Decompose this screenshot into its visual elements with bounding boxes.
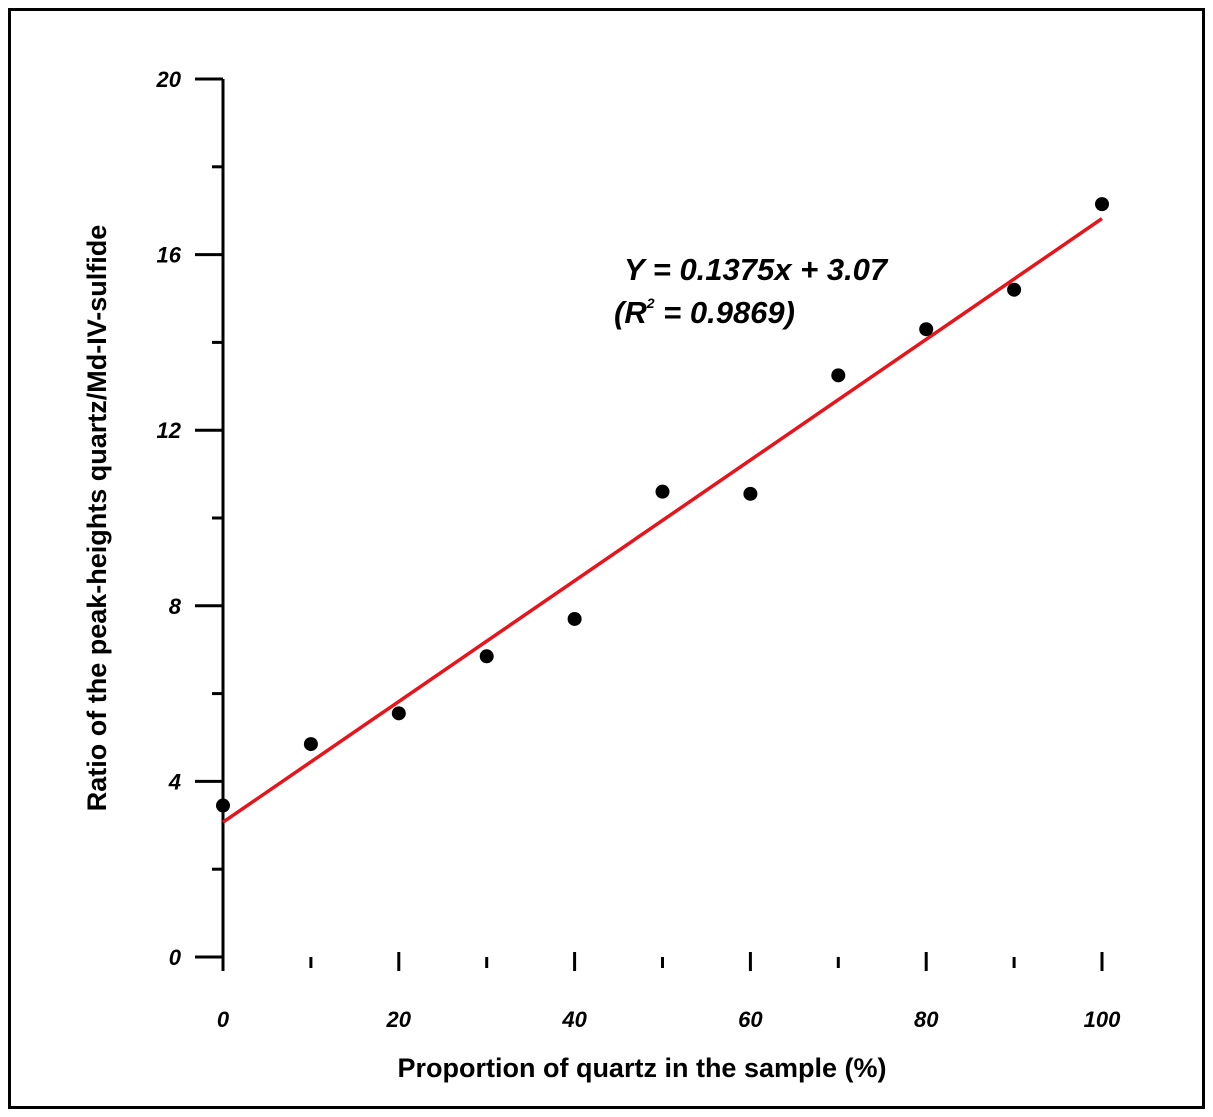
axis-ticks: 0 20 40 60 80 100 0 4 8 12 16 20	[156, 67, 1122, 1032]
r-squared-superscript: 2	[646, 295, 655, 311]
x-tick-label: 100	[1084, 1007, 1121, 1032]
data-points	[216, 197, 1109, 813]
r-squared-annotation: (R2 = 0.9869)	[614, 295, 795, 330]
regression-line	[222, 217, 1103, 824]
y-tick-label: 20	[156, 67, 182, 92]
x-tick-label: 60	[738, 1007, 763, 1032]
y-tick-label: 0	[169, 945, 182, 970]
r-squared-prefix: (R	[614, 295, 647, 330]
x-tick-label: 20	[386, 1007, 412, 1032]
data-point	[1007, 282, 1022, 297]
data-point	[216, 798, 230, 813]
r-squared-value: = 0.9869)	[655, 295, 795, 330]
x-tick-label: 0	[217, 1007, 230, 1032]
data-point	[567, 611, 582, 626]
y-tick-label: 12	[157, 418, 182, 443]
x-tick-label: 80	[914, 1007, 939, 1032]
regression-line-group	[222, 217, 1103, 824]
data-point	[743, 486, 758, 501]
data-point	[303, 737, 318, 752]
data-point	[1095, 197, 1109, 212]
y-tick-label: 16	[157, 243, 182, 268]
y-axis-title: Ratio of the peak-heights quartz/Md-IV-s…	[82, 225, 112, 812]
data-point	[479, 649, 494, 664]
y-tick-label: 4	[168, 769, 181, 794]
x-tick-label: 40	[561, 1007, 587, 1032]
y-tick-label: 8	[169, 594, 182, 619]
data-point	[655, 484, 670, 499]
data-point	[831, 368, 846, 383]
data-point	[919, 322, 934, 337]
data-point	[391, 706, 406, 721]
equation-annotation: Y = 0.1375x + 3.07	[624, 252, 889, 287]
x-axis-title: Proportion of quartz in the sample (%)	[397, 1053, 886, 1083]
